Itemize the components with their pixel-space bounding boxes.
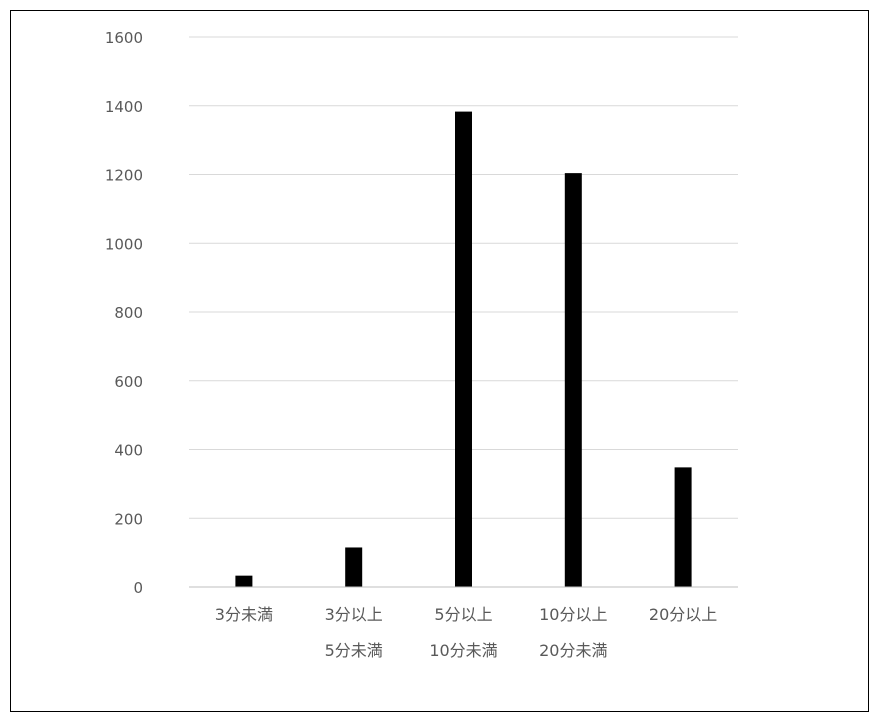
bar bbox=[564, 173, 582, 587]
y-tick-label: 200 bbox=[114, 510, 143, 528]
bar bbox=[674, 467, 692, 587]
x-axis: 3分未満 3分以上 5分未満 5分以上 10分未満 10分以上 20分未満 20分以上 bbox=[189, 586, 738, 660]
bar bbox=[455, 111, 472, 587]
x-tick-label: 20分以上 bbox=[649, 605, 717, 624]
bars bbox=[235, 111, 692, 587]
x-tick-label: 5分以上 bbox=[434, 605, 492, 624]
y-tick-label: 1400 bbox=[105, 98, 143, 116]
bar bbox=[235, 575, 253, 587]
x-tick-label: 3分未満 bbox=[215, 605, 273, 624]
x-tick-label: 3分以上 bbox=[325, 605, 383, 624]
y-tick-label: 1600 bbox=[105, 29, 143, 47]
y-tick-label: 400 bbox=[114, 442, 143, 460]
y-axis-labels: 0 200 400 600 800 1000 1200 1400 1600 bbox=[105, 29, 143, 597]
y-tick-label: 600 bbox=[114, 373, 143, 391]
y-tick-label: 0 bbox=[133, 579, 143, 597]
bar-chart: 0 200 400 600 800 1000 1200 1400 1600 3分未満 3分以上 5分… bbox=[105, 29, 738, 660]
bar bbox=[345, 547, 363, 587]
chart-frame: 0 200 400 600 800 1000 1200 1400 1600 3分未満 3分以上 5分… bbox=[10, 10, 869, 712]
y-tick-label: 1000 bbox=[105, 235, 143, 253]
x-tick-label: 10分以上 bbox=[539, 605, 607, 624]
x-tick-label: 5分未満 bbox=[325, 641, 383, 660]
y-tick-label: 800 bbox=[114, 304, 143, 322]
x-tick-label: 10分未満 bbox=[429, 641, 497, 660]
y-tick-label: 1200 bbox=[105, 167, 143, 185]
x-tick-label: 20分未満 bbox=[539, 641, 607, 660]
